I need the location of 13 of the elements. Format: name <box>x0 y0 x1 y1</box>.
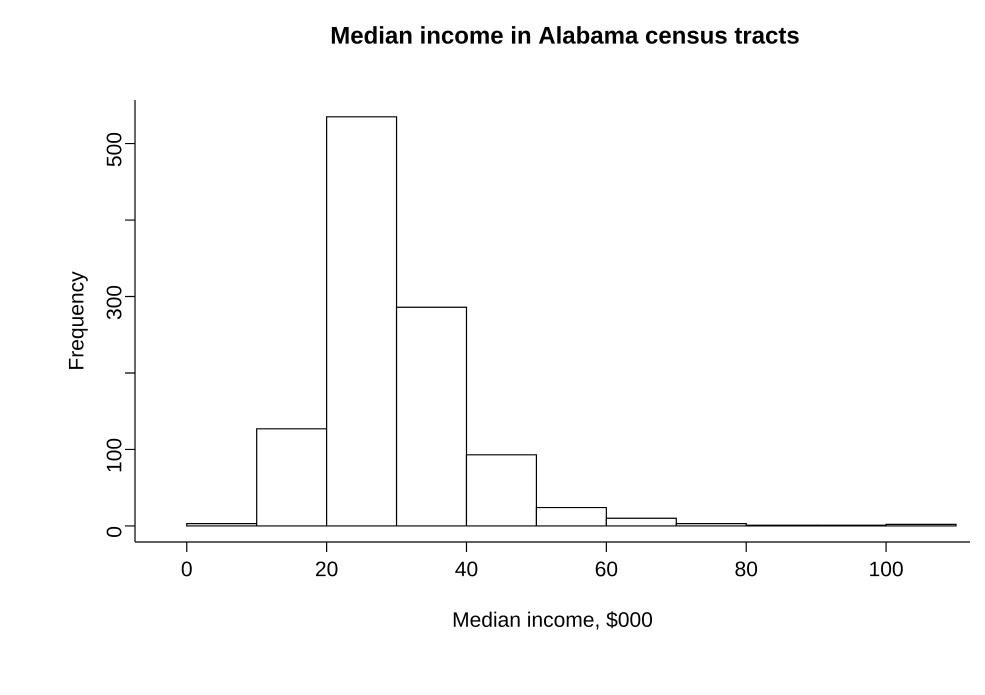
x-axis-title: Median income, $000 <box>454 611 652 630</box>
x-tick-label: 100 <box>870 562 903 576</box>
x-tick-label: 0 <box>182 562 192 576</box>
x-tick-label: 60 <box>596 562 618 576</box>
y-axis-title: Frequency <box>68 271 88 369</box>
y-tick-label: 300 <box>106 286 122 320</box>
y-tick-label: 0 <box>106 526 122 537</box>
x-tick-label: 80 <box>735 562 758 576</box>
chart-title: Median income in Alabama census tracts <box>332 26 799 44</box>
y-tick-label: 100 <box>106 438 122 472</box>
x-tick-label: 40 <box>455 562 478 576</box>
y-tick-label: 500 <box>106 132 122 166</box>
x-tick-label: 20 <box>316 562 338 576</box>
